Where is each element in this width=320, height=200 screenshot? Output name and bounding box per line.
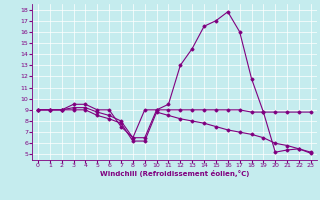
X-axis label: Windchill (Refroidissement éolien,°C): Windchill (Refroidissement éolien,°C) [100, 170, 249, 177]
